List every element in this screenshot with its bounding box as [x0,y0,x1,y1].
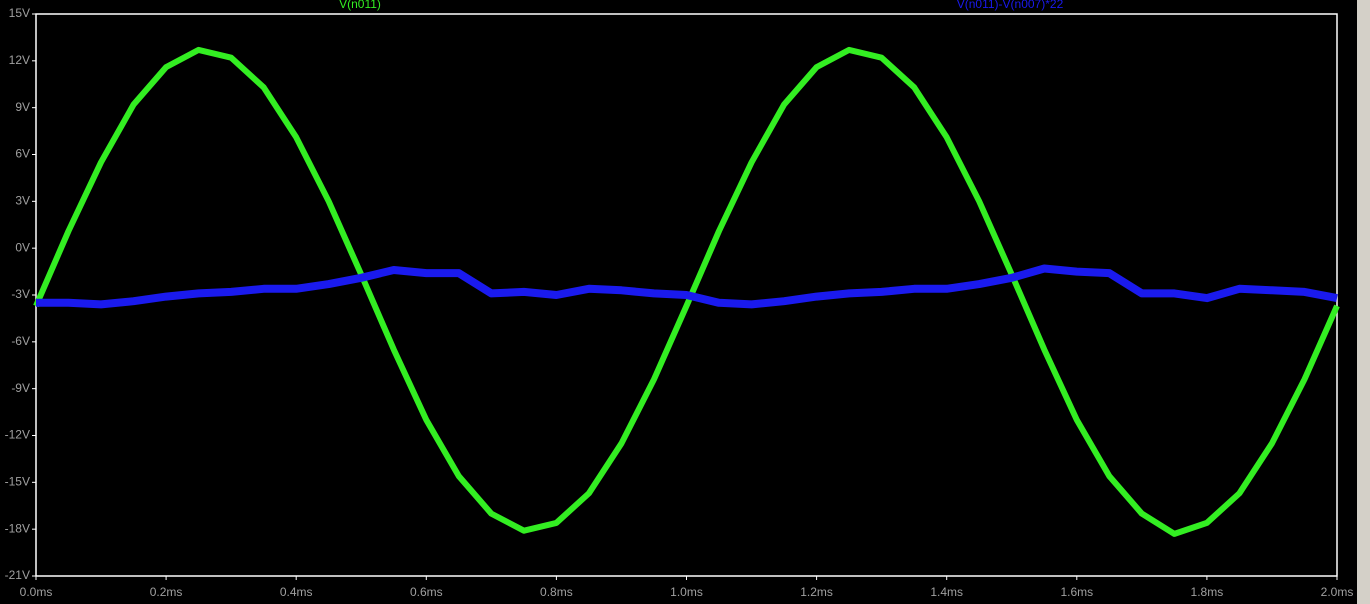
x-tick-label: 0.8ms [540,585,573,599]
y-tick-label: 15V [9,6,30,20]
x-tick-label: 0.2ms [150,585,183,599]
y-tick-label: -15V [5,475,30,489]
x-tick-label: 1.4ms [930,585,963,599]
x-tick-label: 0.0ms [20,585,53,599]
y-tick-label: 0V [15,240,30,254]
y-tick-label: -9V [11,381,30,395]
x-tick-label: 0.6ms [410,585,443,599]
y-tick-label: 9V [15,100,30,114]
y-tick-label: 12V [9,53,30,67]
x-tick-label: 2.0ms [1321,585,1354,599]
y-tick-label: -21V [5,568,30,582]
y-tick-label: -12V [5,428,30,442]
legend-entry: V(n011)-V(n007)*22 [957,0,1064,11]
x-tick-label: 1.6ms [1060,585,1093,599]
y-tick-label: 3V [15,194,30,208]
x-tick-label: 1.0ms [670,585,703,599]
x-tick-label: 0.4ms [280,585,313,599]
y-tick-label: -3V [11,287,30,301]
legend-entry: V(n011) [339,0,381,11]
series-line [33,46,1340,537]
x-tick-label: 1.2ms [800,585,833,599]
y-tick-label: 6V [15,147,30,161]
x-tick-label: 1.8ms [1191,585,1224,599]
scrollbar[interactable] [1357,0,1370,604]
series-line [36,264,1338,309]
y-tick-label: -18V [5,521,30,535]
y-tick-label: -6V [11,334,30,348]
